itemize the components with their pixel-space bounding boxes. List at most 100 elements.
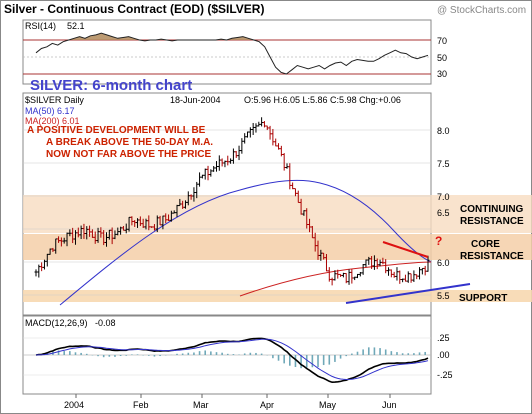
price-bar [398,270,402,284]
price-bar [412,270,416,283]
support-trendline [345,283,471,304]
price-bar [136,218,140,228]
price-bar [367,256,371,265]
price-bar [361,263,365,275]
price-bar [110,227,114,245]
price-bar [324,254,328,272]
continuing-label-line-2: RESISTANCE [460,216,524,227]
price-bar [167,214,171,221]
price-bar [234,151,238,158]
price-bar [175,204,179,217]
price-tick-5-5: 5.5 [437,291,450,301]
price-bar [133,220,137,227]
price-bar [291,182,295,190]
price-bar [206,165,210,181]
price-tick-8: 8.0 [437,126,450,136]
price-bar [223,160,227,168]
price-bar [107,229,111,240]
price-bar [54,238,58,254]
price-bar [65,232,69,247]
price-bar [274,138,278,147]
price-bar [246,131,250,138]
price-bar [353,276,357,281]
price-bar [296,190,300,203]
price-bar [282,153,286,171]
chart-title: Silver - Continuous Contract (EOD) ($SIL… [4,2,264,16]
ma200-line [239,261,432,297]
x-label-apr: Apr [260,400,274,410]
price-bar [62,237,66,244]
price-bar [138,216,142,227]
price-bar [45,253,49,267]
price-bar [319,249,323,261]
price-bar [310,225,314,239]
price-bar [389,269,393,278]
price-bar [395,267,399,281]
annotation-line-1: A POSITIVE DEVELOPMENT WILL BE [27,125,206,136]
price-bar [350,269,354,284]
price-bar [130,216,134,226]
price-bar [240,138,244,154]
price-bar [192,187,196,202]
price-bar [265,125,269,131]
macd-panel: MACD(12,26,9) -0.08 .25 .00 -.25 [22,315,453,395]
price-bar [68,229,72,237]
price-bar [79,225,83,240]
price-bar [285,163,289,169]
price-bar [127,216,131,232]
price-bar [226,155,230,166]
price-bar [308,218,312,233]
price-bar [288,163,292,190]
price-bar [257,121,261,127]
price-bar [375,258,379,270]
price-bar [124,223,128,234]
price-bar [415,274,419,280]
rsi-panel-frame [22,19,432,85]
price-bar [409,273,413,283]
price-bar [59,237,63,247]
price-bar [322,252,326,260]
macd-histogram [40,347,426,369]
price-tick-6-5: 6.5 [437,208,450,218]
price-bar [209,169,213,177]
price-bar [82,223,86,239]
price-bar [96,227,100,243]
copyright-label: @ StockCharts.com [437,5,526,16]
price-bar [339,273,343,277]
price-bar [401,278,405,283]
price-bar [260,117,264,127]
price-bar [164,213,168,224]
price-bar [40,262,44,272]
price-bar [364,259,368,268]
price-bar [186,191,190,206]
price-bar [251,122,255,136]
price-bar [200,174,204,179]
x-label-jun: Jun [382,400,397,410]
continuing-resistance-zone [23,195,532,233]
ma50-line [59,179,432,306]
annotation-line-3: NOW NOT FAR ABOVE THE PRICE [46,149,212,160]
macd-tick-neg-25: -.25 [437,370,453,380]
x-label-2004: 2004 [64,400,84,410]
price-bar [406,271,410,283]
price-bar [341,272,345,278]
rsi-panel: RSI(14) 52.1 70 50 30 [22,19,447,85]
price-bar [217,155,221,171]
x-axis: 2004 Feb Mar Apr May Jun [64,394,397,410]
price-bar [381,257,385,265]
price-bars [34,117,430,286]
price-bar [189,194,193,200]
rsi-tick-30: 30 [437,69,447,79]
support-zone [23,290,532,302]
price-bar [420,267,424,275]
price-bar [203,168,207,180]
macd-signal-line [35,338,429,381]
price-bar [268,125,272,140]
price-bar [316,240,320,260]
x-label-mar: Mar [193,400,209,410]
price-bar [105,232,109,247]
core-resistance-zone [23,234,532,260]
price-bar [327,267,331,282]
price-bar [302,210,306,216]
price-bar [305,208,309,229]
